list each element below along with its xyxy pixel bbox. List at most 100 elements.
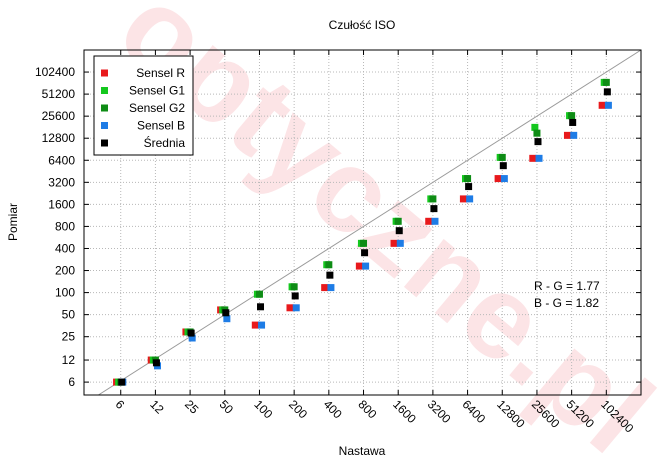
data-point (429, 195, 437, 203)
data-point (355, 262, 363, 270)
y-tick-label: 6 (68, 375, 75, 389)
x-tick-label: 3200 (425, 397, 454, 426)
y-tick-label: 800 (55, 219, 75, 233)
x-tick-label: 400 (321, 397, 345, 421)
data-point (326, 271, 334, 279)
data-point (425, 217, 433, 225)
data-point (563, 131, 571, 139)
data-point (290, 283, 298, 291)
data-point (534, 138, 542, 146)
data-point (570, 131, 578, 139)
y-tick-label: 25 (62, 330, 76, 344)
y-tick-label: 102400 (35, 65, 75, 79)
x-tick-label: 800 (355, 397, 379, 421)
legend-swatch (101, 87, 108, 94)
data-point (327, 284, 335, 292)
data-point (604, 101, 612, 109)
y-tick-label: 1600 (48, 197, 75, 211)
data-point (255, 290, 263, 298)
data-point (533, 129, 541, 137)
data-point (152, 359, 160, 367)
y-tick-label: 100 (55, 286, 75, 300)
data-point (464, 175, 472, 183)
data-point (431, 217, 439, 225)
legend-label: Sensel G1 (129, 84, 185, 98)
data-point (362, 262, 370, 270)
data-point (251, 321, 259, 329)
data-point (602, 78, 610, 86)
data-point (498, 153, 506, 161)
data-point (598, 101, 606, 109)
chart-title: Czułość ISO (329, 18, 396, 32)
data-point (321, 284, 329, 292)
legend: Sensel R Sensel G1 Sensel G2 Sensel B Średni… (93, 55, 194, 156)
data-point (258, 321, 266, 329)
data-point (529, 154, 537, 162)
x-tick-label: 6 (113, 397, 128, 412)
data-point (187, 329, 195, 337)
data-point (292, 304, 300, 312)
annotation-b-g: B - G = 1.82 (534, 296, 599, 310)
y-axis-ticks: 6 12 25 50 100 200 400 800 1600 3200 6400 12800 2560… (35, 65, 641, 389)
legend-label: Sensel G2 (129, 101, 185, 115)
data-point (535, 154, 543, 162)
y-tick-label: 3200 (48, 175, 75, 189)
x-tick-label: 200 (286, 397, 310, 421)
x-tick-label: 50 (217, 397, 237, 417)
y-tick-label: 200 (55, 264, 75, 278)
legend-swatch (101, 122, 108, 129)
data-point (118, 378, 126, 386)
x-tick-label: 25 (182, 397, 202, 417)
data-point (286, 304, 294, 312)
y-tick-label: 25600 (42, 109, 76, 123)
legend-swatch (101, 104, 108, 112)
y-tick-label: 6400 (48, 153, 75, 167)
y-tick-label: 12 (62, 353, 76, 367)
data-point (360, 239, 368, 247)
y-axis-title: Pomiar (6, 203, 20, 241)
plot-frame (83, 49, 642, 396)
legend-label: Średnia (144, 135, 186, 150)
data-points (113, 78, 612, 386)
y-tick-label: 50 (62, 308, 76, 322)
data-point (499, 162, 507, 170)
legend-label: Sensel R (136, 66, 185, 80)
data-point (390, 239, 398, 247)
y-tick-label: 51200 (42, 87, 76, 101)
data-point (459, 195, 467, 203)
x-tick-label: 100 (251, 397, 275, 421)
legend-swatch (101, 69, 108, 77)
y-tick-label: 400 (55, 241, 75, 255)
data-point (396, 239, 404, 247)
data-point (361, 249, 369, 257)
data-point (395, 227, 403, 235)
data-point (394, 217, 402, 225)
data-point (466, 195, 474, 203)
data-point (257, 303, 265, 311)
y-tick-label: 12800 (42, 131, 76, 145)
annotation-r-g: R - G = 1.77 (534, 279, 600, 293)
data-point (325, 261, 333, 269)
data-point (603, 88, 611, 96)
data-point (531, 123, 539, 131)
data-point (500, 175, 508, 183)
data-point (188, 334, 196, 342)
data-point (569, 118, 577, 126)
x-tick-label: 6400 (459, 397, 488, 426)
legend-box (93, 55, 194, 156)
data-point (568, 112, 576, 120)
data-point (430, 205, 438, 213)
x-tick-label: 12 (147, 397, 167, 417)
series-średnia (118, 88, 611, 386)
x-axis-title: Nastawa (339, 444, 386, 458)
data-point (222, 309, 230, 317)
x-tick-label: 1600 (390, 397, 419, 426)
data-point (494, 175, 502, 183)
legend-swatch (101, 139, 108, 147)
legend-label: Sensel B (137, 119, 185, 133)
data-point (223, 315, 231, 323)
data-point (291, 292, 299, 300)
data-point (465, 183, 473, 191)
